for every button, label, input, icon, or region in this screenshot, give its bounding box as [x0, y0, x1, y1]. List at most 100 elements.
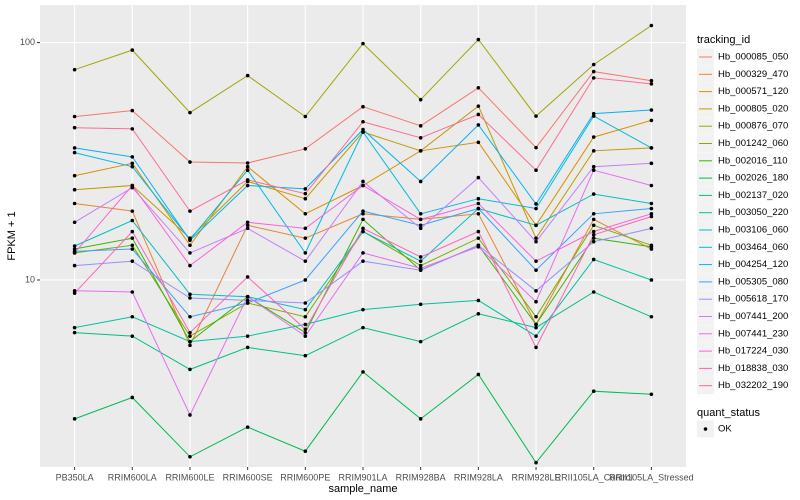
- legend-label: Hb_000876_070: [718, 121, 788, 132]
- point: [361, 209, 365, 213]
- point: [591, 149, 596, 153]
- point: [649, 183, 654, 188]
- legend-label: Hb_001242_060: [718, 138, 788, 149]
- point: [418, 302, 423, 307]
- point: [130, 395, 135, 400]
- point: [476, 298, 481, 303]
- legend-label: Hb_002026_180: [718, 173, 788, 184]
- point: [188, 160, 192, 164]
- point: [476, 244, 481, 249]
- point: [534, 460, 538, 465]
- point: [303, 322, 308, 327]
- point: [130, 183, 135, 188]
- point: [188, 367, 192, 372]
- x-tick-label: RRIM928BA: [396, 472, 446, 482]
- point: [476, 140, 481, 145]
- point: [534, 206, 538, 211]
- point: [188, 413, 192, 417]
- point: [245, 183, 250, 188]
- x-axis-title: sample_name: [328, 483, 397, 495]
- point: [418, 226, 423, 231]
- point: [188, 209, 192, 213]
- point: [418, 417, 423, 421]
- point: [188, 292, 192, 297]
- point: [72, 187, 77, 192]
- point: [72, 125, 77, 130]
- legend-label: Hb_005618_170: [718, 294, 788, 305]
- point: [303, 327, 308, 332]
- point: [591, 69, 596, 74]
- point: [303, 114, 308, 119]
- point: [130, 164, 135, 169]
- point: [476, 104, 481, 108]
- point: [534, 239, 538, 244]
- legend-label: Hb_007441_200: [718, 311, 788, 322]
- point: [649, 278, 654, 282]
- point: [72, 330, 77, 335]
- point: [188, 330, 192, 335]
- point: [649, 226, 654, 231]
- point: [591, 62, 596, 67]
- point: [303, 251, 308, 255]
- point: [361, 212, 365, 216]
- point: [476, 86, 481, 90]
- point: [188, 263, 192, 268]
- legend-title: tracking_id: [697, 34, 750, 46]
- point: [534, 223, 538, 228]
- point: [303, 330, 308, 335]
- point: [649, 244, 654, 249]
- point: [476, 372, 481, 377]
- point: [303, 301, 308, 305]
- point: [72, 325, 77, 330]
- point: [361, 119, 365, 124]
- point: [245, 164, 250, 169]
- point: [476, 201, 481, 206]
- legend-label: Hb_000085_050: [718, 52, 788, 63]
- point: [361, 259, 365, 263]
- point: [245, 73, 250, 78]
- point: [534, 268, 538, 272]
- point: [649, 214, 654, 219]
- legend-point: [703, 427, 708, 431]
- legend-label: Hb_000805_020: [718, 103, 788, 114]
- point: [534, 345, 538, 350]
- point: [591, 389, 596, 394]
- point: [245, 223, 250, 228]
- point: [130, 290, 135, 294]
- point: [476, 123, 481, 127]
- legend-label: Hb_003050_220: [718, 207, 788, 218]
- point: [534, 314, 538, 319]
- point: [72, 417, 77, 421]
- point: [591, 290, 596, 294]
- point: [72, 150, 77, 155]
- point: [245, 226, 250, 231]
- point: [476, 196, 481, 201]
- point: [245, 161, 250, 165]
- point: [245, 178, 250, 182]
- point: [303, 334, 308, 338]
- point: [591, 168, 596, 173]
- point: [534, 334, 538, 338]
- point: [649, 146, 654, 150]
- point: [188, 343, 192, 348]
- point: [130, 218, 135, 223]
- point: [361, 370, 365, 374]
- point: [591, 212, 596, 216]
- point: [534, 202, 538, 206]
- x-tick-label: RRIM928LE: [512, 472, 561, 482]
- point: [649, 108, 654, 112]
- point: [649, 212, 654, 216]
- point: [303, 226, 308, 231]
- legend-label: Hb_018838_030: [718, 363, 788, 374]
- point: [188, 339, 192, 344]
- point: [361, 41, 365, 46]
- point: [418, 255, 423, 259]
- point: [534, 236, 538, 240]
- point: [649, 392, 654, 397]
- legend-label: Hb_007441_230: [718, 328, 788, 339]
- point: [303, 353, 308, 358]
- point: [649, 161, 654, 166]
- point: [245, 334, 250, 338]
- point: [476, 312, 481, 316]
